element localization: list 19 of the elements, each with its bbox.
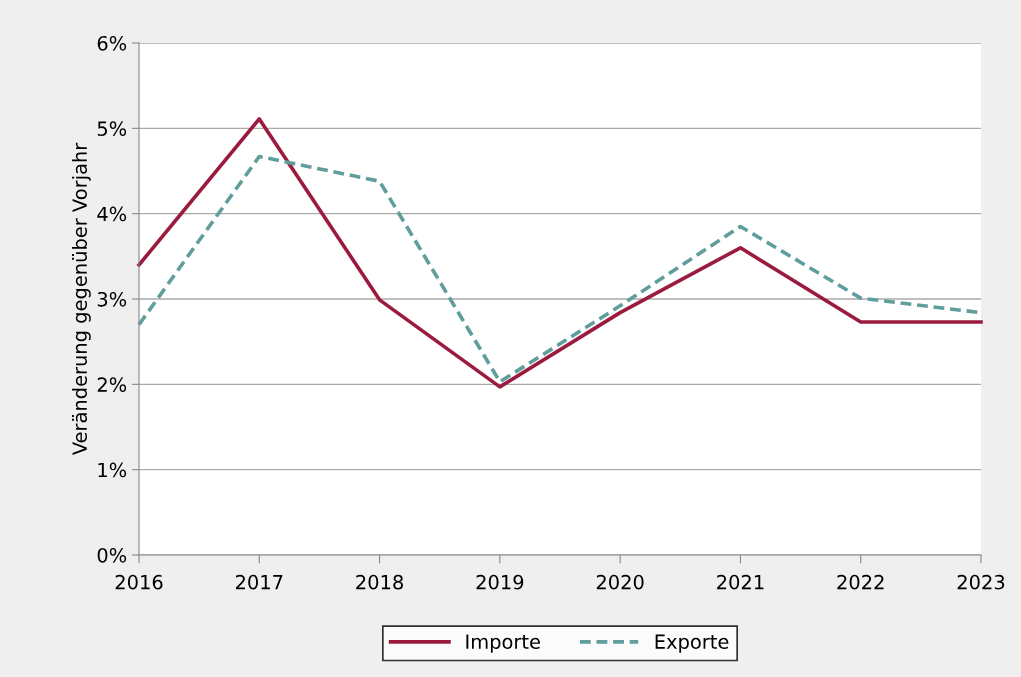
- legend-label: Importe: [466, 634, 540, 653]
- y-tick-label: 6%: [97, 35, 127, 51]
- x-tick-label: 2016: [115, 574, 163, 590]
- x-tick-label: 2022: [837, 574, 884, 590]
- y-tick-label: 2%: [97, 377, 127, 392]
- x-tick-label: 2021: [717, 574, 764, 590]
- x-tick-label: 2017: [235, 574, 283, 590]
- y-tick-label: 4%: [97, 206, 127, 222]
- y-tick-label: 3%: [97, 291, 127, 307]
- x-tick-label: 2018: [356, 574, 403, 590]
- line-series: [137, 117, 983, 389]
- y-axis-title: Veränderung gegenüber Vorjahr: [71, 142, 91, 456]
- y-tick-label: 5%: [97, 121, 127, 136]
- x-tick-label: 2020: [596, 574, 644, 590]
- y-tick-label: 0%: [97, 547, 127, 563]
- x-tick-label: 2023: [957, 574, 1005, 590]
- x-tick-label: 2019: [476, 574, 524, 590]
- legend-label: Exporte: [655, 634, 729, 653]
- y-tick-label: 1%: [98, 462, 127, 478]
